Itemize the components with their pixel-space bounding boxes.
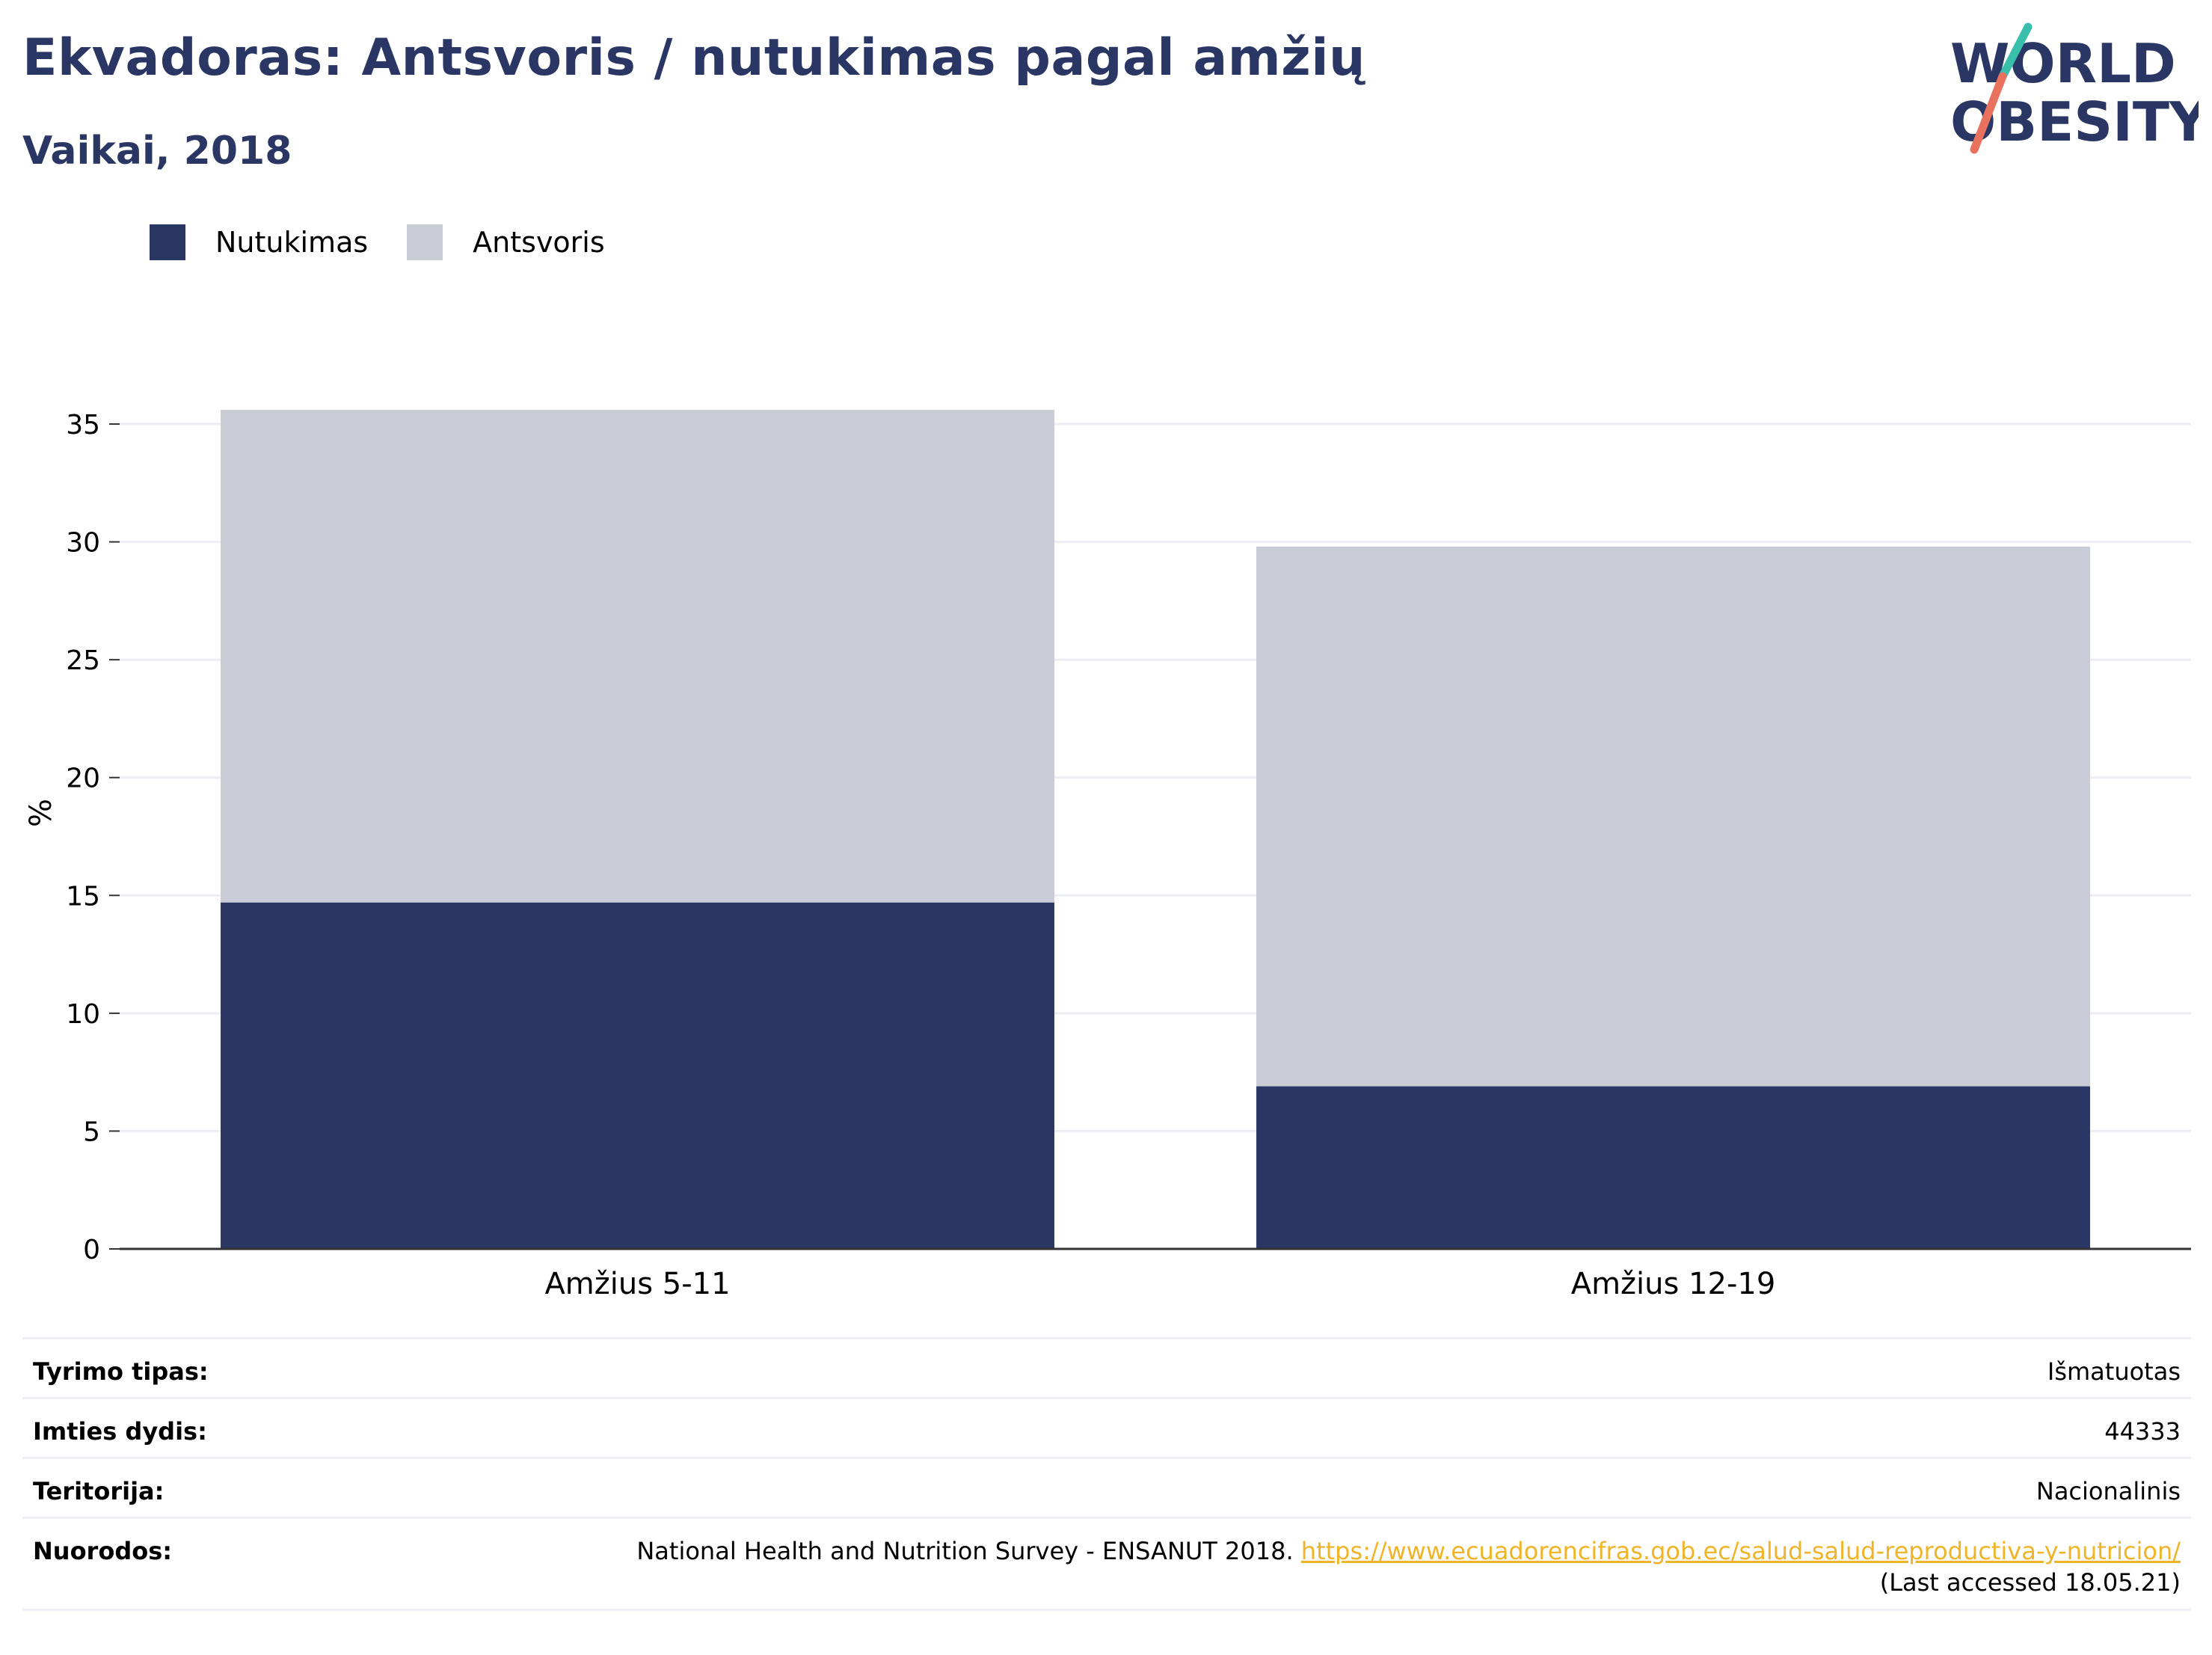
world-obesity-logo: WORLD OBESITY — [1950, 22, 2199, 154]
y-axis-label: % — [24, 799, 58, 827]
legend-swatch-nutukimas — [150, 224, 185, 260]
chart-title: Ekvadoras: Antsvoris / nutukimas pagal a… — [22, 28, 1365, 87]
y-tick-label: 15 — [66, 881, 100, 912]
legend-label-antsvoris: Antsvoris — [473, 226, 605, 259]
info-row-survey-type: Tyrimo tipas: Išmatuotas — [22, 1337, 2191, 1397]
legend-item-nutukimas: Nutukimas — [150, 224, 368, 260]
info-table: Tyrimo tipas: Išmatuotas Imties dydis: 4… — [22, 1337, 2191, 1611]
y-tick-label: 30 — [66, 528, 100, 559]
y-tick-label: 0 — [83, 1235, 100, 1265]
bar-nutukimas-1[interactable] — [221, 902, 1054, 1249]
info-row-references: Nuorodos: National Health and Nutrition … — [22, 1517, 2191, 1611]
reference-link[interactable]: https://www.ecuadorencifras.gob.ec/salud… — [1300, 1537, 2181, 1565]
sample-size-label: Imties dydis: — [33, 1417, 207, 1446]
stacked-bar-chart: 0 5 10 15 20 25 30 35% Amžius 5-11 Amžius 12-19 — [24, 410, 2191, 1301]
chart-subtitle: Vaikai, 2018 — [22, 129, 292, 174]
chart-legend: Nutukimas Antsvoris — [150, 221, 644, 263]
svg-text:WORLD: WORLD — [1950, 32, 2176, 95]
bar-antsvoris-2[interactable] — [1256, 546, 2090, 1087]
reference-accessed: (Last accessed 18.05.21) — [1879, 1568, 2181, 1597]
survey-type-value: Išmatuotas — [2047, 1357, 2181, 1386]
y-tick-label: 10 — [66, 999, 100, 1030]
y-tick-label: 35 — [66, 410, 100, 440]
territory-value: Nacionalinis — [2036, 1477, 2181, 1505]
survey-type-label: Tyrimo tipas: — [33, 1357, 209, 1386]
references-value: National Health and Nutrition Survey - E… — [636, 1519, 2181, 1597]
bar-antsvoris-1[interactable] — [221, 410, 1054, 903]
bars — [221, 410, 2090, 1249]
x-tick-label: Amžius 12-19 — [1571, 1267, 1776, 1301]
territory-label: Teritorija: — [33, 1477, 165, 1505]
legend-item-antsvoris: Antsvoris — [407, 224, 605, 260]
bar-nutukimas-2[interactable] — [1256, 1086, 2090, 1249]
legend-swatch-antsvoris — [407, 224, 443, 260]
references-label: Nuorodos: — [33, 1537, 173, 1565]
y-tick-label: 20 — [66, 764, 100, 794]
info-row-territory: Teritorija: Nacionalinis — [22, 1457, 2191, 1517]
sample-size-value: 44333 — [2104, 1417, 2181, 1446]
reference-text: National Health and Nutrition Survey - E… — [636, 1537, 1301, 1565]
y-tick-label: 5 — [83, 1117, 100, 1147]
legend-label-nutukimas: Nutukimas — [215, 226, 369, 259]
x-tick-label: Amžius 5-11 — [544, 1267, 730, 1301]
info-row-sample-size: Imties dydis: 44333 — [22, 1397, 2191, 1457]
axes: 0 5 10 15 20 25 30 35% Amžius 5-11 Amžius 12-19 — [24, 410, 2191, 1301]
y-tick-label: 25 — [66, 645, 100, 676]
